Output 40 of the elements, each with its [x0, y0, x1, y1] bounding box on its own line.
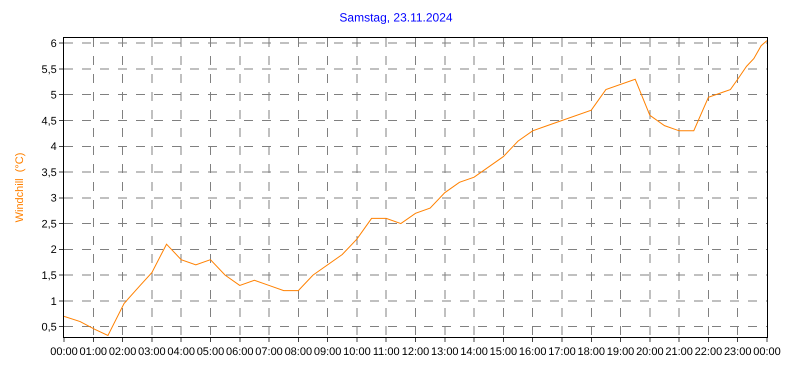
x-tick-label: 23:00: [724, 346, 752, 358]
line-series: [64, 40, 767, 336]
x-tick-label: 07:00: [255, 346, 283, 358]
x-tick-label: 04:00: [167, 346, 195, 358]
x-tick-label: 02:00: [108, 346, 136, 358]
x-tick-label: 10:00: [343, 346, 371, 358]
x-tick-label: 17:00: [548, 346, 576, 358]
y-tick-label: 3: [50, 192, 57, 205]
x-tick-label: 20:00: [636, 346, 664, 358]
y-axis-title: Windchill (°C): [14, 152, 26, 222]
x-tick-label: 21:00: [665, 346, 693, 358]
x-tick-label: 18:00: [577, 346, 606, 358]
x-tick-label: 00:00: [753, 346, 781, 358]
x-tick-label: 16:00: [518, 346, 546, 358]
y-tick-label: 2: [50, 244, 57, 256]
chart-title: Samstag, 23.11.2024: [339, 10, 453, 25]
x-tick-label: 11:00: [372, 346, 400, 358]
y-tick-label: 6: [50, 38, 57, 50]
y-tick-label: 3,5: [42, 166, 57, 179]
x-tick-label: 15:00: [490, 346, 518, 358]
x-tick-label: 03:00: [138, 346, 166, 358]
y-tick-label: 0,5: [42, 322, 57, 334]
x-tick-label: 08:00: [284, 346, 312, 358]
x-tick-label: 00:00: [50, 346, 78, 358]
y-tick-label: 5,5: [42, 64, 57, 76]
x-tick-label: 06:00: [226, 346, 254, 358]
x-tick-label: 14:00: [460, 346, 488, 358]
x-tick-label: 09:00: [314, 346, 342, 358]
y-tick-label: 2,5: [42, 218, 57, 230]
x-tick-label: 19:00: [606, 346, 634, 358]
y-tick-label: 5: [50, 90, 57, 102]
y-tick-label: 4,5: [42, 115, 57, 128]
x-tick-label: 01:00: [80, 346, 108, 358]
x-tick-label: 12:00: [402, 346, 430, 358]
x-tick-label: 22:00: [694, 346, 722, 358]
y-tick-label: 4: [50, 141, 57, 154]
x-tick-label: 13:00: [431, 346, 459, 358]
y-tick-label: 1,5: [42, 270, 57, 282]
x-tick-label: 05:00: [196, 346, 224, 358]
y-tick-label: 1: [50, 296, 57, 308]
